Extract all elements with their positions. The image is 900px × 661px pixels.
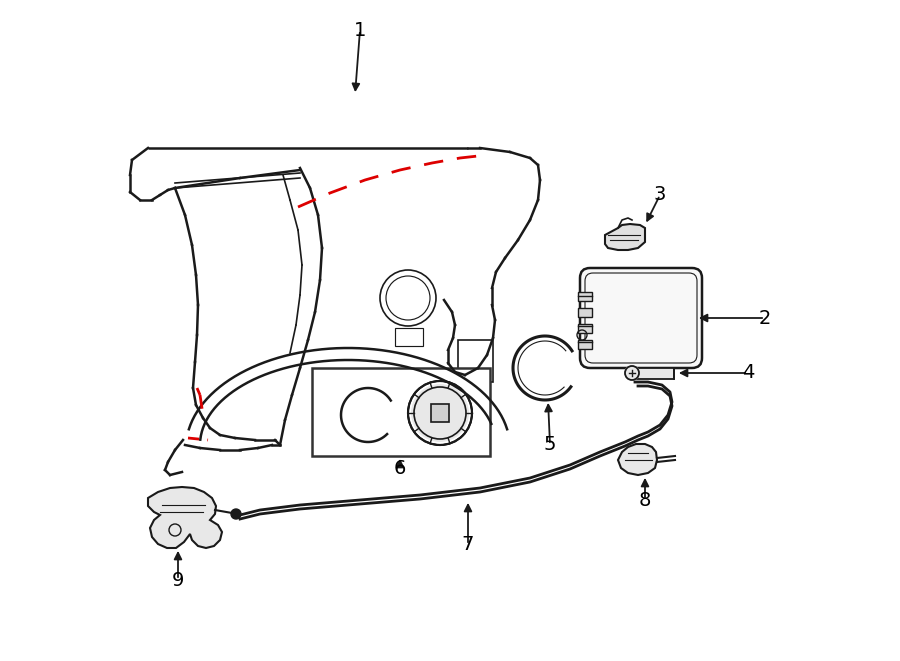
- Circle shape: [231, 509, 241, 519]
- Text: 4: 4: [742, 364, 754, 383]
- Bar: [578, 292, 592, 301]
- Text: 5: 5: [544, 436, 556, 455]
- Text: 3: 3: [653, 186, 666, 204]
- Text: 9: 9: [172, 570, 184, 590]
- Bar: [395, 328, 423, 346]
- Polygon shape: [148, 487, 222, 548]
- Circle shape: [625, 366, 639, 380]
- Text: 2: 2: [759, 309, 771, 327]
- FancyBboxPatch shape: [580, 268, 702, 368]
- Text: 1: 1: [354, 20, 366, 40]
- Bar: [431, 404, 449, 422]
- Circle shape: [411, 384, 469, 442]
- Polygon shape: [605, 224, 645, 250]
- Bar: [632, 368, 674, 379]
- Bar: [312, 368, 490, 456]
- Text: 7: 7: [462, 535, 474, 555]
- Bar: [578, 324, 592, 333]
- Bar: [458, 340, 493, 382]
- Bar: [578, 308, 592, 317]
- Text: 6: 6: [394, 459, 406, 477]
- Polygon shape: [618, 444, 657, 475]
- Bar: [578, 340, 592, 349]
- Text: 8: 8: [639, 490, 652, 510]
